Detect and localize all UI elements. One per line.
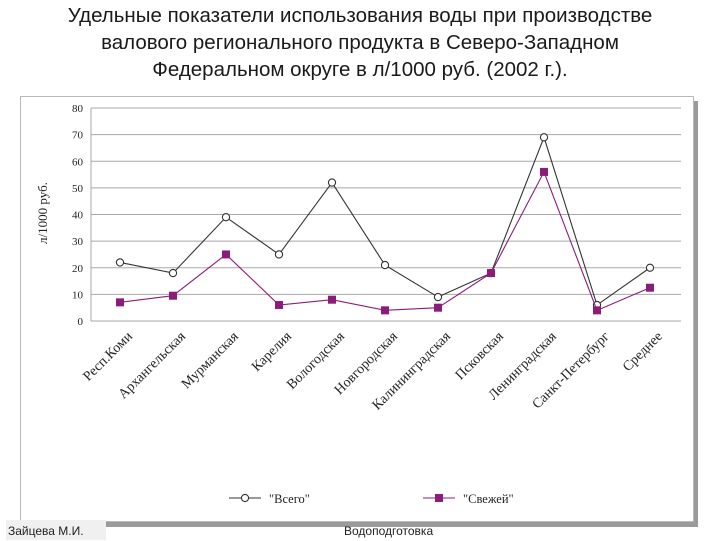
legend-marker-fresh xyxy=(435,494,443,502)
data-point-fresh xyxy=(275,301,283,310)
title-line-1: Удельные показатели использования воды п… xyxy=(67,4,653,27)
data-point-fresh xyxy=(169,291,177,300)
y-tick-label: 70 xyxy=(72,130,84,142)
x-category-label: Карелия xyxy=(249,329,295,375)
data-point-fresh xyxy=(646,283,654,292)
y-tick-label: 0 xyxy=(78,316,84,328)
footer-author-box: Зайцева М.И. xyxy=(6,520,106,540)
grid-lines xyxy=(90,107,681,322)
y-tick-label: 30 xyxy=(72,236,84,248)
x-category-label: Среднее xyxy=(620,329,666,375)
data-point-total xyxy=(221,213,231,222)
y-tick-label: 20 xyxy=(72,263,84,275)
data-point-fresh xyxy=(222,250,230,259)
series-line xyxy=(119,135,651,306)
x-category-label: Мурманская xyxy=(179,329,242,392)
data-point-fresh xyxy=(487,269,495,278)
x-category-label: Респ.Коми xyxy=(81,329,137,385)
y-tick-label: 50 xyxy=(72,183,84,195)
data-point-total xyxy=(380,260,390,270)
data-point-fresh xyxy=(540,167,548,176)
data-point-fresh xyxy=(434,303,442,312)
data-point-total xyxy=(327,178,337,187)
y-axis-ticks: 0 10 20 30 40 50 60 70 80 xyxy=(72,103,84,328)
footer-author: Зайцева М.И. xyxy=(8,524,84,538)
title-line-3: Федеральном округе в л/1000 руб. (2002 г… xyxy=(152,58,568,81)
legend-label: "Всего" xyxy=(269,492,310,506)
line-chart: 0 10 20 30 40 50 60 70 80 л/1000 руб. Респ.КомиА… xyxy=(35,103,681,506)
x-category-label: Псковская xyxy=(453,329,507,383)
data-point-total xyxy=(168,268,178,278)
data-point-total xyxy=(433,292,443,302)
legend-marker-total xyxy=(240,493,250,503)
data-point-fresh xyxy=(116,298,124,307)
data-point-fresh xyxy=(593,306,601,315)
legend-label: "Свежей" xyxy=(463,492,514,506)
data-point-fresh xyxy=(328,295,336,304)
title-line-2: валового регионального продукта в Северо… xyxy=(101,31,619,54)
y-tick-label: 80 xyxy=(72,103,84,115)
data-point-total xyxy=(645,263,655,272)
y-tick-label: 40 xyxy=(72,210,84,222)
chart-frame: 0 10 20 30 40 50 60 70 80 л/1000 руб. Респ.Коми А… xyxy=(20,96,694,522)
slide-title: Удельные показатели использования воды п… xyxy=(0,2,720,83)
y-tick-label: 60 xyxy=(72,156,84,168)
data-point-fresh xyxy=(381,306,389,315)
data-point-total xyxy=(539,133,549,142)
y-tick-label: 10 xyxy=(72,289,84,301)
series-lines xyxy=(115,133,655,315)
y-axis-label: л/1000 руб. xyxy=(35,182,50,244)
data-point-total xyxy=(115,258,125,267)
data-point-total xyxy=(274,250,284,259)
legend: "Всего" "Свежей" xyxy=(229,492,514,506)
footer-course: Водоподготовка xyxy=(344,524,434,538)
